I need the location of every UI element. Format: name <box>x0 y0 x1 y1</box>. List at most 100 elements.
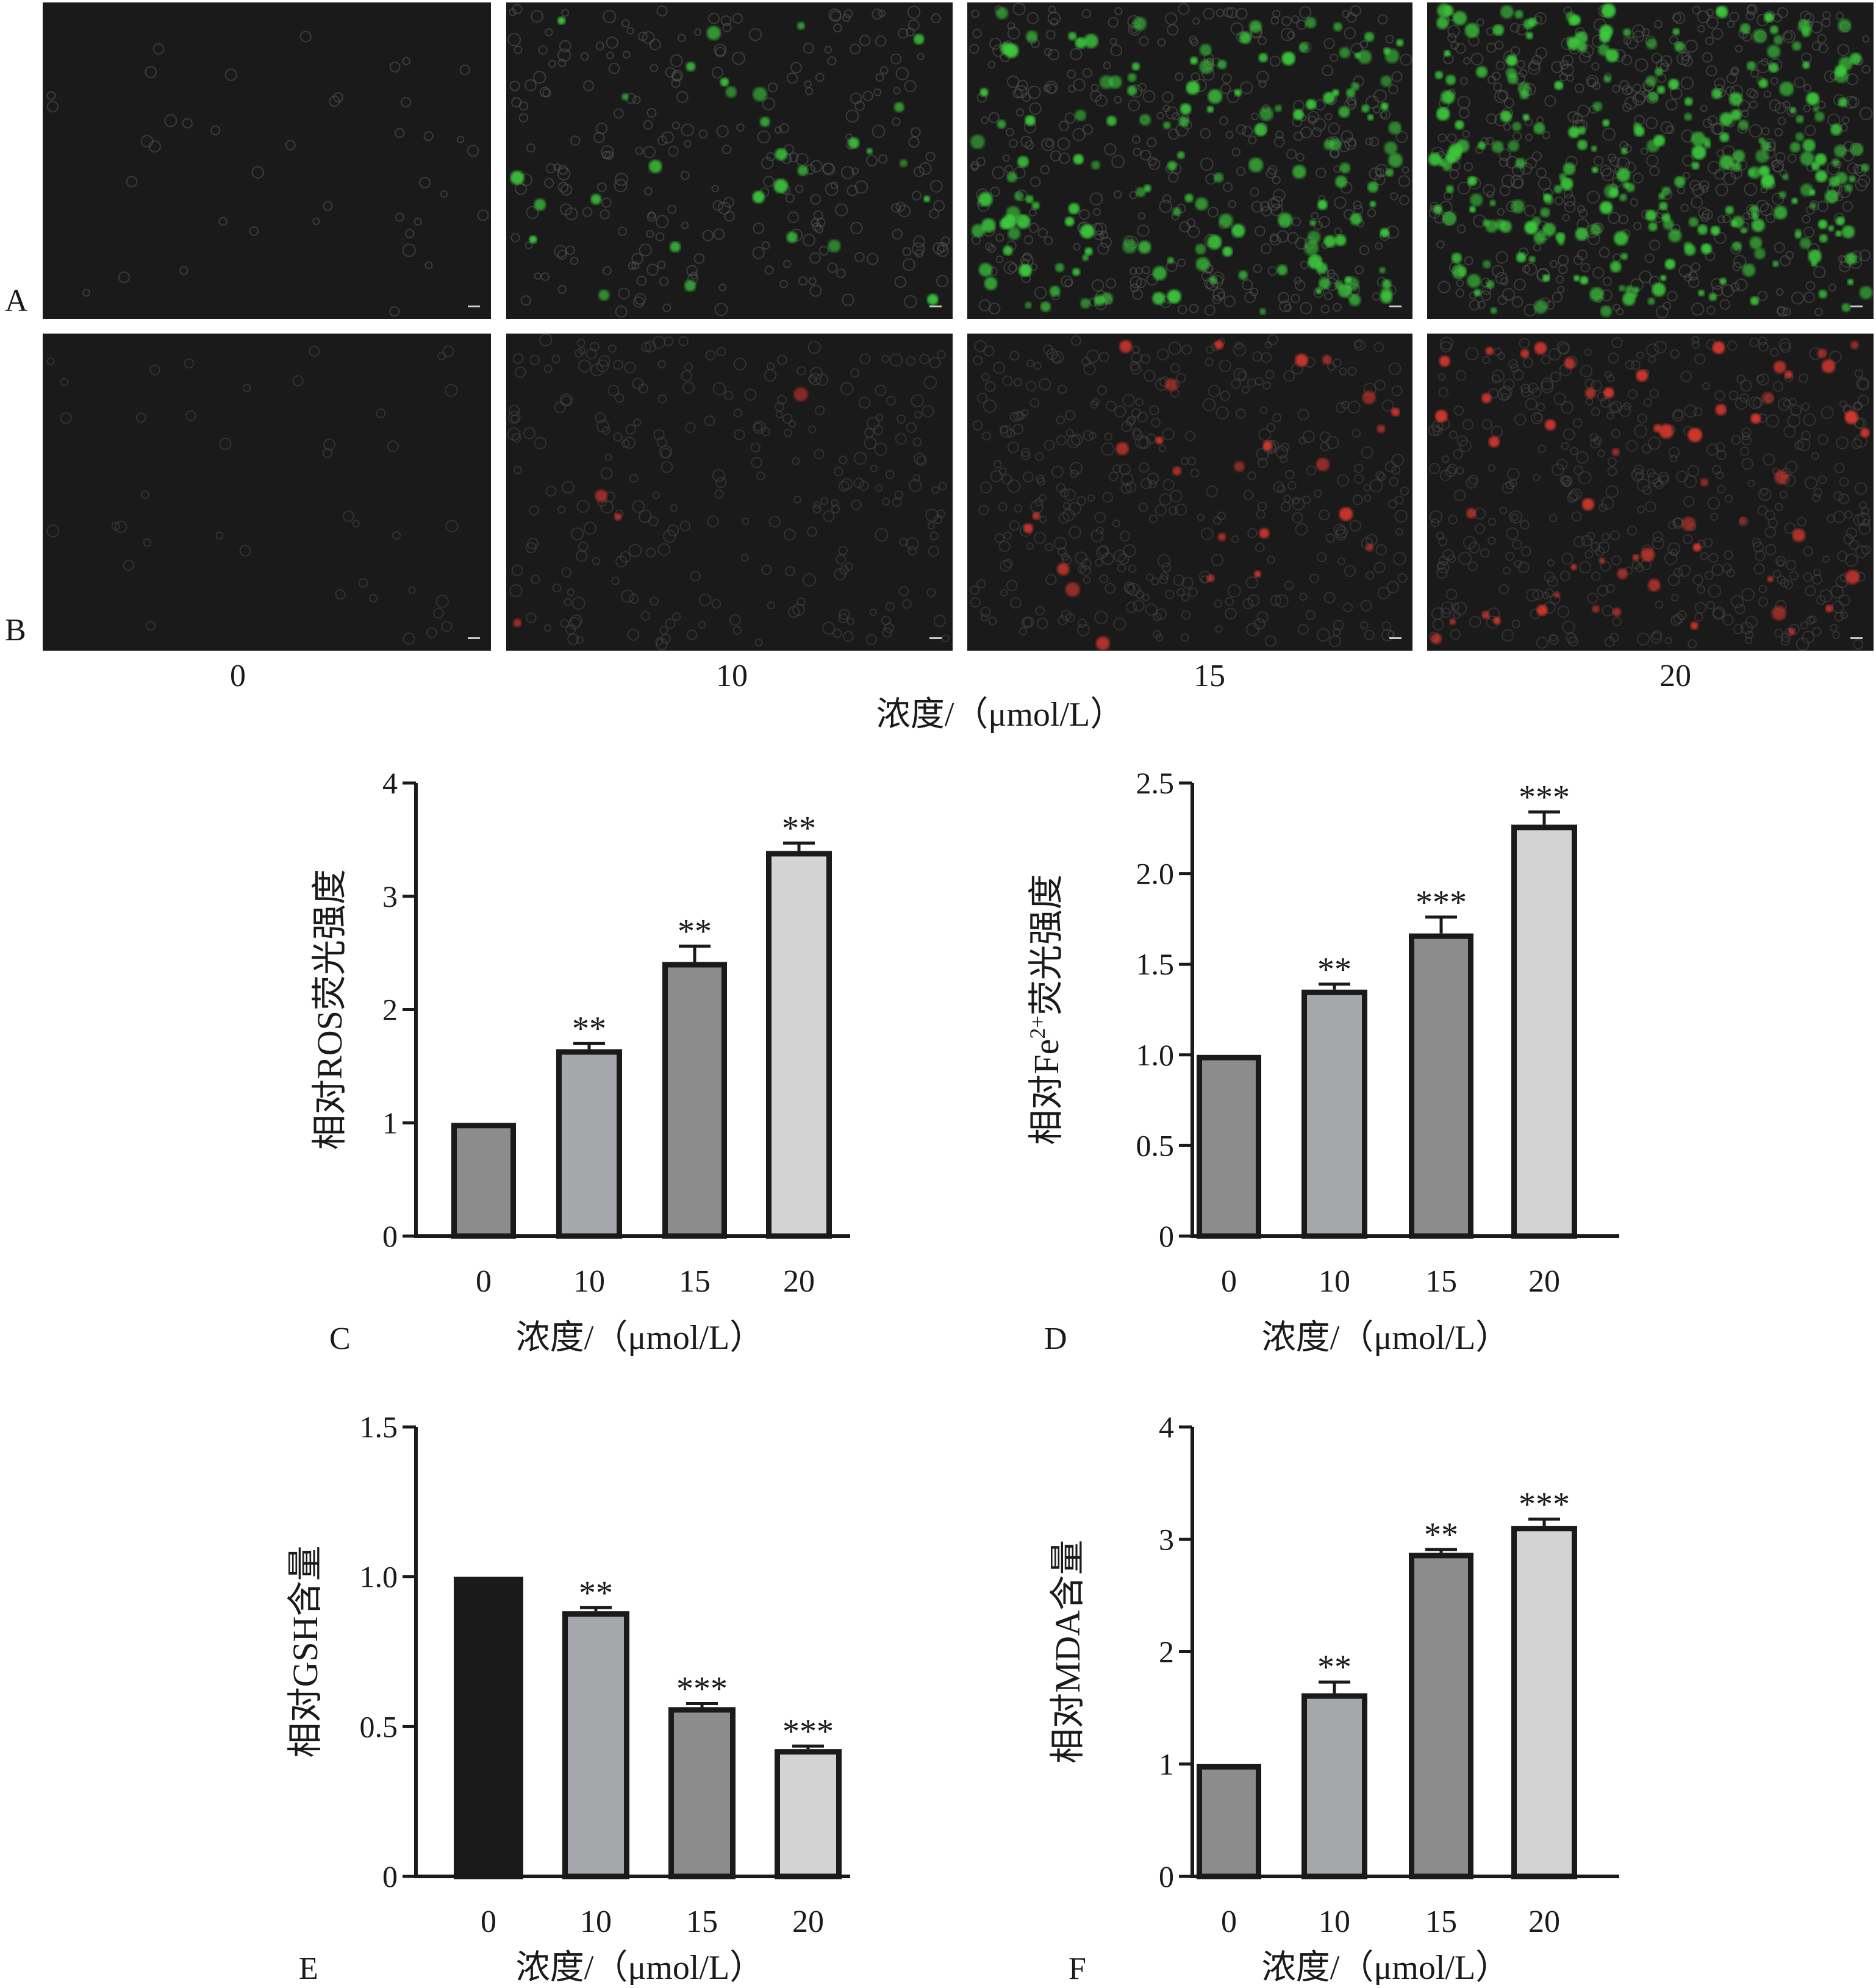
cell-outline <box>653 429 665 441</box>
fluorescent-cell <box>1506 54 1517 66</box>
fluorescent-cell <box>1553 185 1563 193</box>
fluorescent-cell <box>1725 206 1734 215</box>
cell-outline <box>1295 152 1305 162</box>
bar <box>766 851 832 1239</box>
cell-outline <box>1269 55 1281 67</box>
fluorescent-cell <box>1490 307 1497 314</box>
cell-outline <box>1853 639 1864 649</box>
cell-outline <box>585 348 597 360</box>
cell-outline <box>875 35 887 47</box>
cell-outline <box>1095 546 1109 559</box>
cell-outline <box>1306 465 1317 476</box>
cell-outline <box>807 340 822 354</box>
y-axis-title: 相对Fe2+荧光强度 <box>1025 874 1066 1145</box>
cell-outline <box>1029 176 1041 187</box>
cell-outline <box>882 627 893 638</box>
cell-outline <box>1800 621 1809 630</box>
cell-outline <box>1240 81 1253 95</box>
cell-outline <box>600 500 614 514</box>
cell-outline <box>1747 479 1755 487</box>
cell-outline <box>1702 382 1710 390</box>
cell-outline <box>1469 615 1481 628</box>
fluorescent-cell <box>1620 148 1628 155</box>
cell-outline <box>1259 406 1268 415</box>
cell-outline <box>1672 13 1681 23</box>
fluorescent-cell <box>1190 57 1198 65</box>
cell-outline <box>1146 433 1156 444</box>
cell-outline <box>1550 260 1558 268</box>
cell-outline <box>557 285 567 294</box>
fluorescent-cell <box>1380 287 1392 299</box>
cell-outline <box>655 232 665 241</box>
cell-outline <box>1630 360 1641 370</box>
bar <box>1511 1526 1577 1879</box>
cell-outline <box>1569 488 1582 501</box>
fluorescent-cell <box>1568 126 1580 138</box>
cell-outline <box>1670 548 1678 557</box>
cell-outline <box>1242 279 1253 291</box>
fluorescent-cell <box>1795 115 1804 124</box>
cell-outline <box>685 422 696 433</box>
cell-outline <box>1162 428 1175 441</box>
cell-outline <box>1311 127 1322 137</box>
cell-outline <box>1672 410 1684 422</box>
fluorescent-cell <box>1767 45 1781 59</box>
cell-outline <box>1051 465 1064 478</box>
cell-outline <box>1039 515 1047 523</box>
cell-outline <box>1291 216 1301 227</box>
cell-outline <box>557 165 568 175</box>
cell-outline <box>1801 402 1810 411</box>
cell-outline <box>1000 425 1012 438</box>
cell-outline <box>650 596 659 606</box>
cell-outline <box>713 228 725 240</box>
fluorescent-cell <box>1691 162 1700 170</box>
fluorescent-cell <box>1517 82 1531 95</box>
fluorescent-cell <box>1847 279 1854 285</box>
cell-outline <box>544 177 554 188</box>
cell-outline <box>1208 384 1220 398</box>
cell-outline <box>1775 502 1783 512</box>
cell-outline <box>851 499 862 510</box>
cell-outline <box>606 51 614 60</box>
cell-outline <box>1774 242 1785 253</box>
cell-outline <box>1548 634 1559 645</box>
cell-outline <box>681 123 694 137</box>
cell-outline <box>184 358 195 369</box>
cell-outline <box>1040 165 1050 174</box>
cell-outline <box>1013 411 1023 421</box>
fluorescent-cell <box>1338 106 1350 118</box>
cell-outline <box>1704 570 1714 581</box>
cell-outline <box>1741 109 1749 118</box>
fluorescent-cell <box>1367 114 1374 121</box>
cell-outline <box>825 182 839 196</box>
cell-outline <box>1204 304 1216 316</box>
cell-outline <box>1387 499 1397 509</box>
cell-outline <box>1568 636 1578 646</box>
cell-outline <box>1291 293 1300 304</box>
cell-outline <box>1673 613 1684 624</box>
cell-outline <box>1258 36 1267 46</box>
cell-outline <box>551 354 560 363</box>
cell-outline <box>1007 442 1019 454</box>
cell-outline <box>570 135 581 146</box>
cell-outline <box>323 201 333 211</box>
cell-outline <box>766 152 776 162</box>
fluorescent-cell <box>1451 252 1462 263</box>
fluorescent-cell <box>1647 298 1655 306</box>
cell-outline <box>568 617 581 630</box>
x-tick-label: 10 <box>1319 1904 1350 1939</box>
cell-outline <box>1758 341 1769 352</box>
cell-outline <box>661 131 675 144</box>
cell-outline <box>671 121 680 130</box>
fluorescent-cell <box>1119 340 1133 353</box>
cell-outline <box>1373 342 1384 352</box>
fluorescent-cell <box>1127 73 1137 82</box>
cell-outline <box>1802 215 1811 224</box>
cell-outline <box>853 451 867 465</box>
cell-outline <box>1300 260 1309 270</box>
fluorescent-cell <box>997 120 1006 129</box>
cell-outline <box>1140 149 1151 161</box>
cell-outline <box>1862 518 1871 527</box>
